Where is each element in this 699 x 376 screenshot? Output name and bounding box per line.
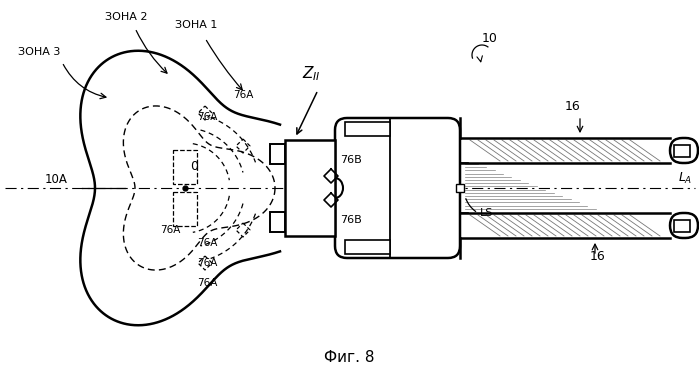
Text: 0: 0 [190,160,198,173]
Bar [345,240,390,254]
Text: ЗОНА 2: ЗОНА 2 [105,12,147,22]
Text: 76B: 76B [340,215,362,225]
FancyBboxPatch shape [335,118,460,258]
Bar [270,212,285,232]
Text: 76A: 76A [233,90,253,100]
Text: 76A: 76A [197,112,217,122]
Polygon shape [460,138,670,163]
Bar [456,184,464,192]
Text: 10: 10 [482,32,498,45]
Text: 76A: 76A [197,238,217,248]
Polygon shape [460,213,670,238]
Bar [674,220,690,232]
Bar [674,144,690,156]
Text: $L_A$: $L_A$ [678,171,692,186]
Text: 76A: 76A [197,258,217,268]
Bar [173,150,197,184]
Text: ЗОНА 3: ЗОНА 3 [18,47,60,57]
Text: ЗОНА 1: ЗОНА 1 [175,20,217,30]
Bar [345,122,390,136]
Text: 16: 16 [590,250,606,263]
Bar [270,144,285,164]
Bar [285,140,335,236]
Bar [173,192,197,226]
Text: 16: 16 [565,100,581,113]
Text: 76B: 76B [340,155,362,165]
Text: 10A: 10A [45,173,68,186]
Polygon shape [80,51,280,325]
Text: LS: LS [480,208,493,218]
FancyBboxPatch shape [670,138,698,163]
FancyBboxPatch shape [670,213,698,238]
Text: Фиг. 8: Фиг. 8 [324,350,374,365]
Text: $Z_{II}$: $Z_{II}$ [302,64,321,83]
Text: 76A: 76A [160,225,180,235]
Text: 76A: 76A [197,278,217,288]
